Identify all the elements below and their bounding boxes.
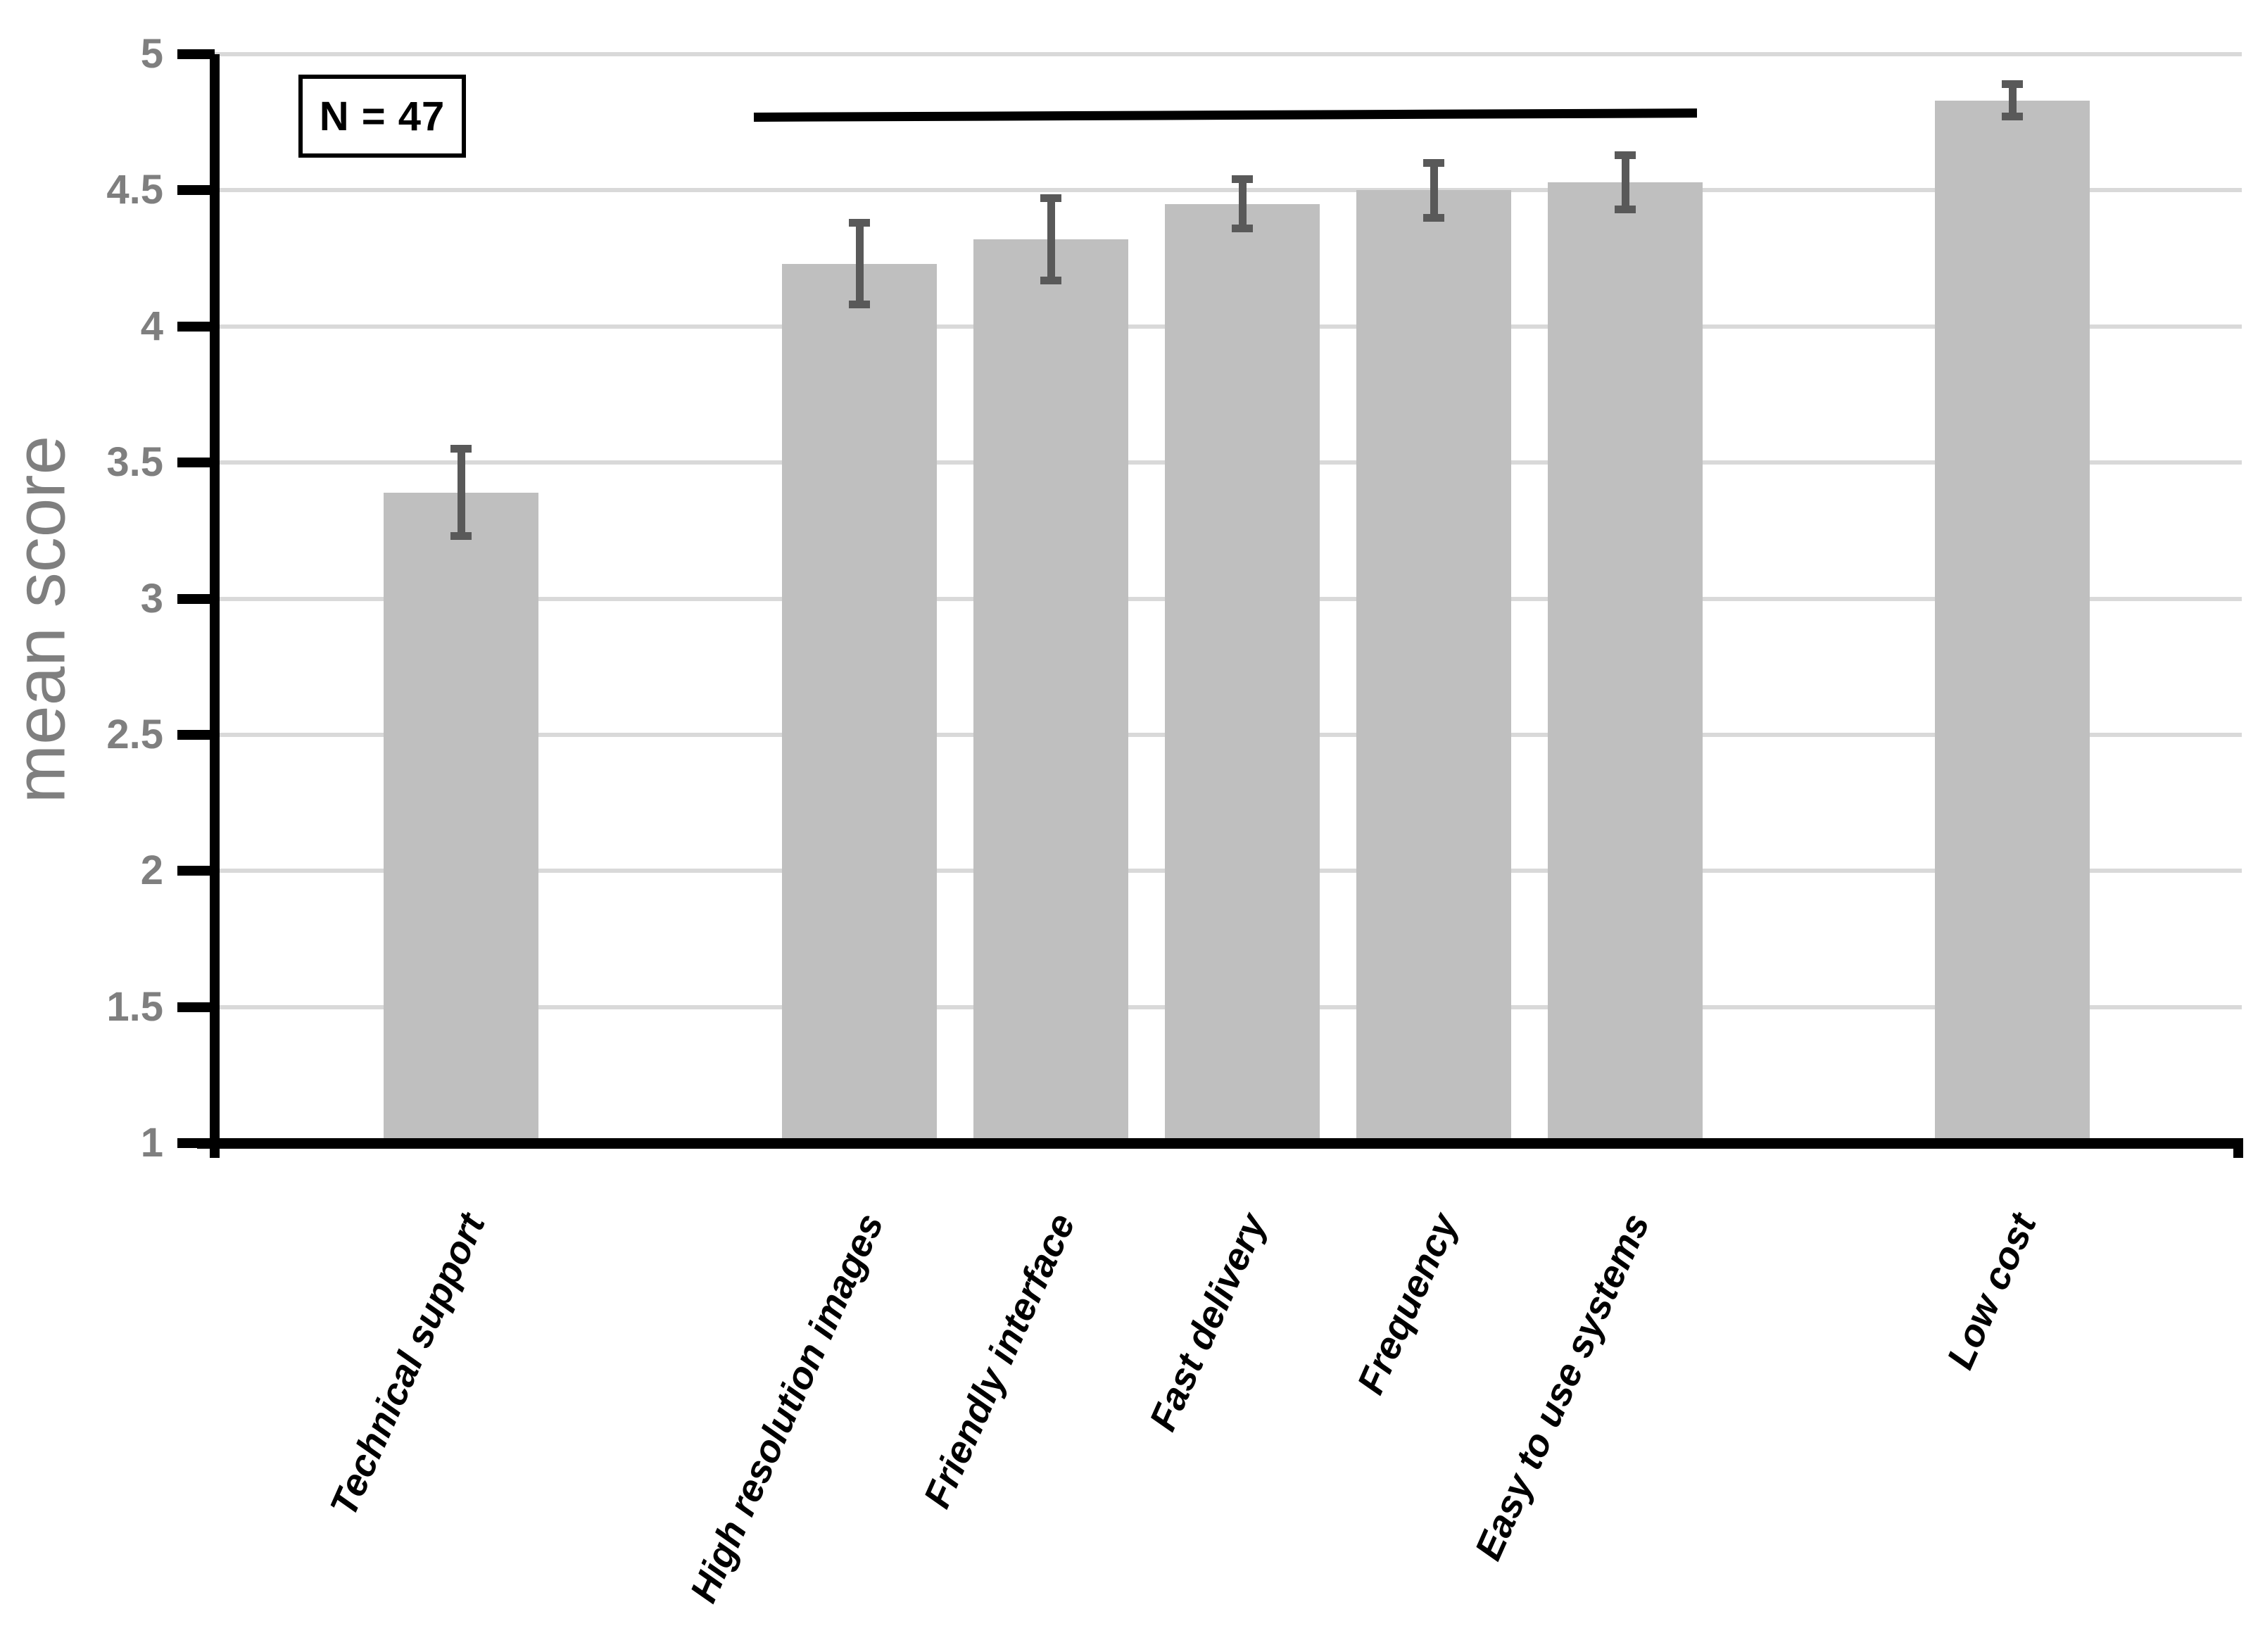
- error-bar-cap-top-2: [1040, 194, 1061, 203]
- bar-3: [1165, 203, 1320, 1138]
- category-label-6: Low cost: [1938, 1207, 2045, 1375]
- error-bar-stem-6: [2008, 84, 2017, 117]
- error-bar-cap-top-3: [1232, 175, 1253, 184]
- error-bar-cap-top-0: [450, 445, 472, 453]
- category-label-0: Technical support: [322, 1207, 493, 1522]
- y-tick-2: [177, 866, 215, 876]
- y-tick-label-5: 5: [140, 31, 163, 77]
- gridline-5: [215, 52, 2242, 56]
- y-tick-label-1.5: 1.5: [106, 983, 163, 1030]
- category-label-4: Frequency: [1349, 1207, 1466, 1401]
- error-bar-stem-0: [457, 448, 465, 536]
- y-tick-label-2.5: 2.5: [106, 711, 163, 757]
- y-tick-2.5: [177, 729, 215, 740]
- category-label-3: Fast delivery: [1141, 1207, 1275, 1437]
- bar-0: [384, 492, 538, 1138]
- bar-2: [973, 239, 1128, 1138]
- y-tick-label-3: 3: [140, 575, 163, 622]
- x-axis-end-tick-left: [210, 1149, 220, 1158]
- category-label-1: High resolution images: [682, 1207, 892, 1609]
- error-bar-stem-3: [1238, 179, 1247, 229]
- error-bar-cap-bottom-3: [1232, 225, 1253, 233]
- bar-1: [782, 263, 937, 1138]
- significance-line: [753, 108, 1698, 122]
- y-tick-label-4: 4: [140, 303, 163, 349]
- y-tick-4.5: [177, 185, 215, 196]
- y-tick-label-2: 2: [140, 847, 163, 894]
- sample-size-annotation-box: N = 47: [298, 75, 466, 158]
- error-bar-cap-top-4: [1423, 159, 1444, 168]
- error-bar-cap-bottom-5: [1615, 205, 1636, 213]
- sample-size-annotation-text: N = 47: [319, 93, 446, 139]
- bar-5: [1548, 182, 1703, 1138]
- y-tick-label-3.5: 3.5: [106, 439, 163, 486]
- category-label-5: Easy to use systems: [1466, 1207, 1658, 1567]
- error-bar-cap-top-6: [2002, 80, 2023, 89]
- gridline-4.5: [215, 188, 2242, 193]
- error-bar-cap-bottom-6: [2002, 113, 2023, 121]
- category-label-2: Friendly interface: [915, 1207, 1083, 1515]
- y-tick-3.5: [177, 458, 215, 468]
- error-bar-cap-top-1: [849, 219, 870, 227]
- error-bar-stem-1: [855, 222, 864, 305]
- y-tick-label-1: 1: [140, 1120, 163, 1166]
- error-bar-cap-bottom-1: [849, 301, 870, 309]
- y-tick-1.5: [177, 1002, 215, 1012]
- y-tick-3: [177, 593, 215, 604]
- error-bar-cap-bottom-4: [1423, 213, 1444, 222]
- error-bar-cap-top-5: [1615, 151, 1636, 159]
- error-bar-stem-5: [1621, 155, 1629, 210]
- x-axis-end-tick-right: [2233, 1149, 2243, 1158]
- y-tick-1: [177, 1138, 215, 1148]
- bar-4: [1356, 190, 1511, 1138]
- error-bar-stem-2: [1047, 198, 1055, 280]
- bar-6: [1935, 100, 2090, 1138]
- error-bar-cap-bottom-0: [450, 532, 472, 541]
- y-tick-label-4.5: 4.5: [106, 167, 163, 213]
- error-bar-stem-4: [1430, 163, 1438, 218]
- y-tick-4: [177, 321, 215, 332]
- error-bar-cap-bottom-2: [1040, 276, 1061, 284]
- x-axis-line: [197, 1138, 2243, 1149]
- y-tick-5: [177, 49, 215, 59]
